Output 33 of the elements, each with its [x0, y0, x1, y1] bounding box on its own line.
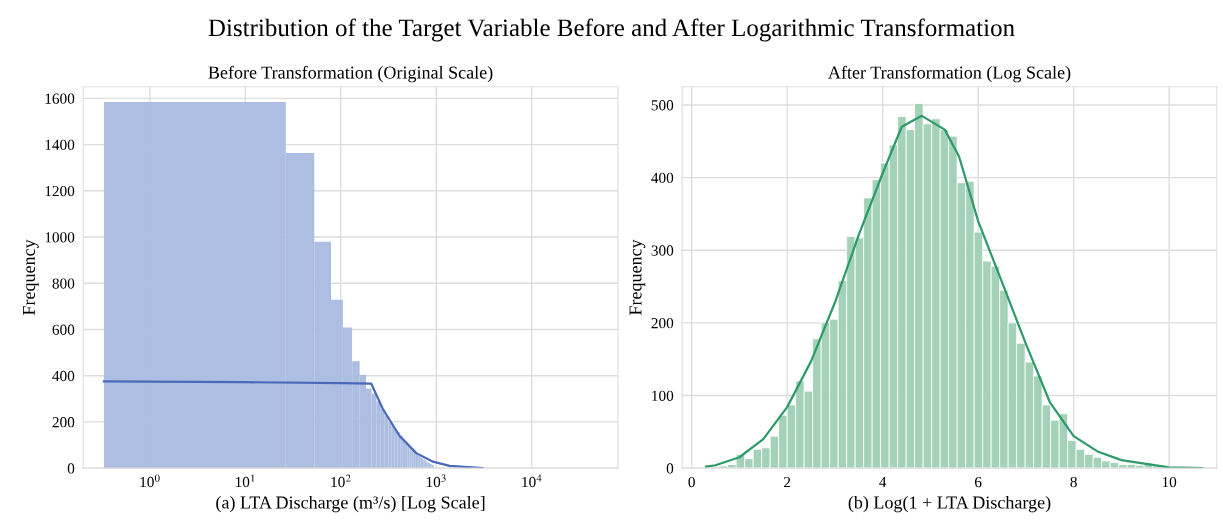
- x-axis-title: (a) LTA Discharge (m³/s) [Log Scale]: [216, 495, 485, 513]
- y-tick-label: 200: [52, 417, 75, 428]
- y-tick-label: 1400: [45, 139, 75, 151]
- chart-title: After Transformation (Log Scale): [828, 65, 1071, 83]
- y-tick-label: 300: [651, 245, 674, 256]
- x-axis-title: (b) Log(1 + LTA Discharge): [848, 495, 1051, 513]
- x-tick-label: 4: [879, 477, 887, 488]
- x-tick-label: 10$^{4}$: [522, 474, 542, 488]
- x-tick-label: 8: [1070, 476, 1077, 488]
- y-tick-label: 400: [52, 370, 75, 382]
- x-tick-label: 2: [784, 476, 791, 488]
- y-tick-label: 1000: [45, 232, 75, 243]
- x-tick-label: 10$^{1}$: [235, 474, 255, 488]
- x-tick-label: 0: [688, 476, 695, 488]
- y-tick-label: 600: [52, 324, 75, 335]
- y-tick-label: 1200: [45, 185, 75, 197]
- x-tick-label: 10$^{0}$: [140, 474, 160, 488]
- x-tick-label: 10$^{3}$: [426, 474, 446, 488]
- y-tick-label: 400: [651, 172, 674, 184]
- x-tick-label: 10$^{2}$: [331, 474, 351, 488]
- y-tick-label: 1600: [45, 93, 75, 104]
- y-tick-label: 0: [67, 463, 75, 474]
- y-axis-title: Frequency: [629, 239, 646, 316]
- y-tick-label: 100: [652, 390, 674, 401]
- y-tick-label: 0: [666, 463, 674, 474]
- y-tick-label: 800: [52, 278, 75, 289]
- y-tick-label: 500: [651, 100, 674, 111]
- chart-title: Before Transformation (Original Scale): [208, 65, 493, 83]
- x-tick-label: 6: [974, 476, 982, 488]
- y-axis-title: Frequency: [23, 239, 39, 316]
- x-tick-label: 10: [1162, 476, 1177, 488]
- y-tick-label: 200: [651, 318, 674, 329]
- text: Distribution of the Target Variable Before and After Logarithmic Transformation: [208, 18, 1015, 42]
